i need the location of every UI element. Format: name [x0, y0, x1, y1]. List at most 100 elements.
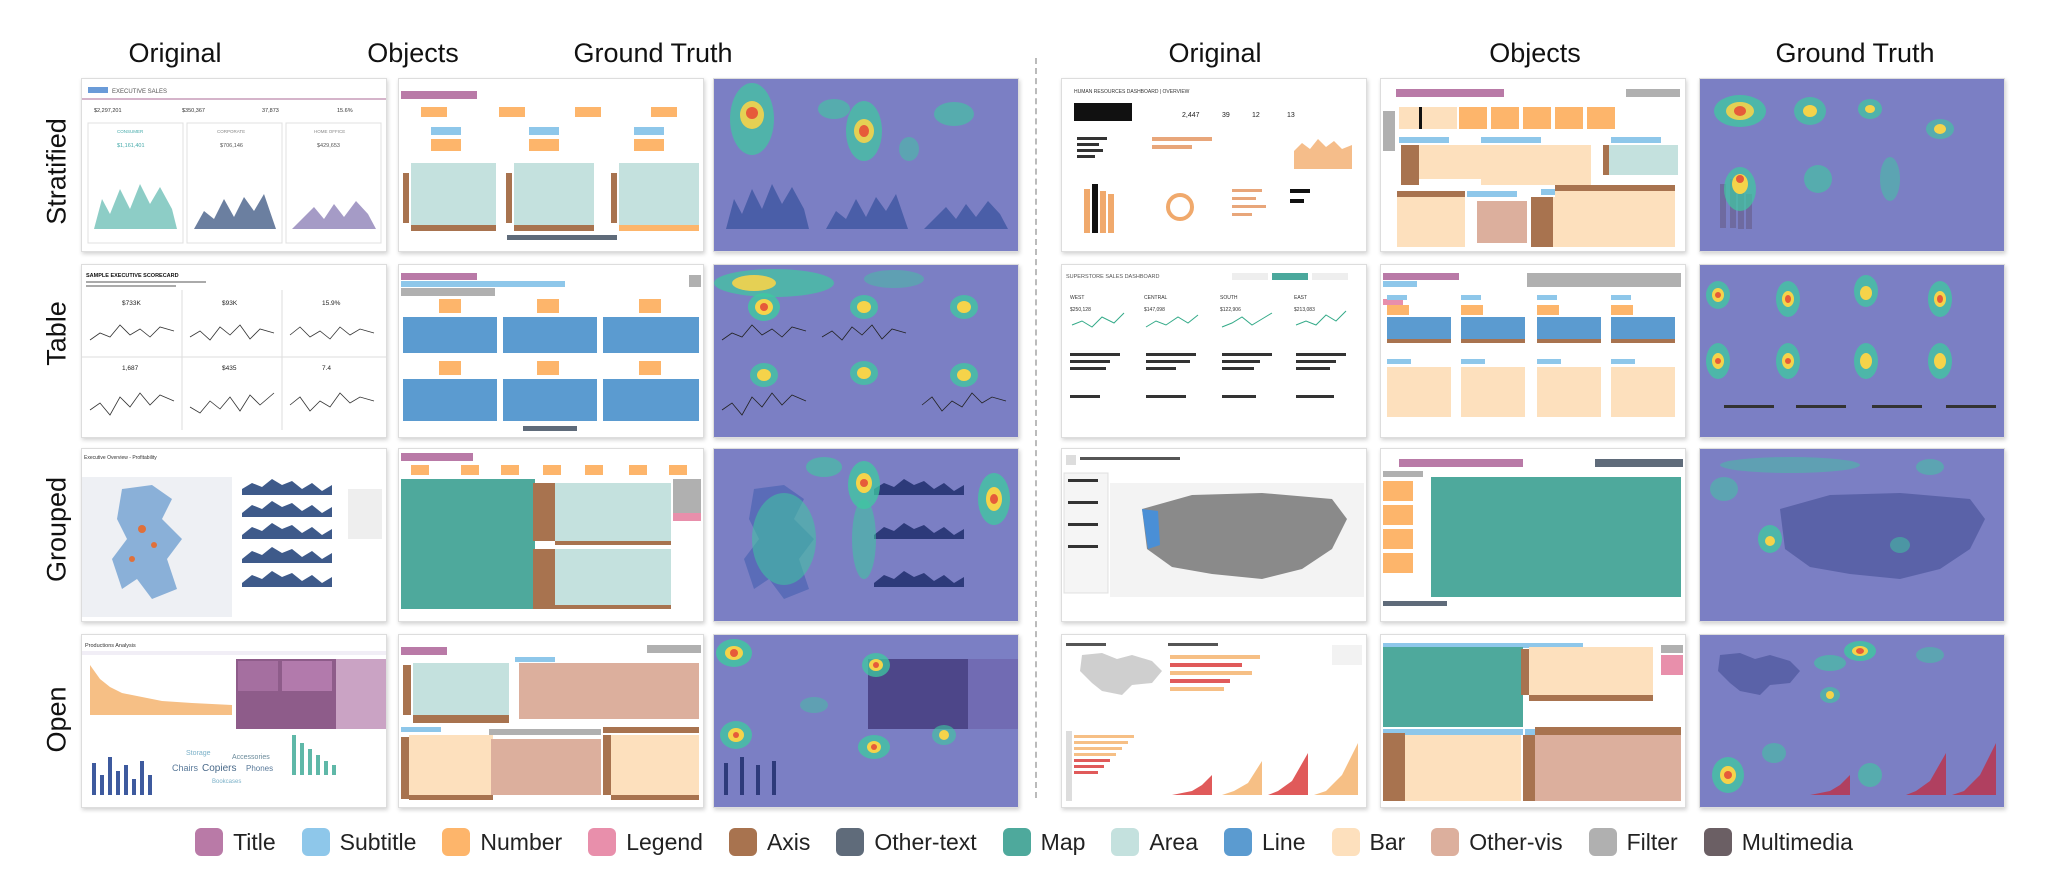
thumb-table-right-objects: [1380, 264, 1686, 438]
svg-text:$435: $435: [222, 365, 237, 372]
svg-text:$122,906: $122,906: [1220, 307, 1241, 313]
svg-text:$213,083: $213,083: [1294, 307, 1315, 313]
svg-text:$147,098: $147,098: [1144, 307, 1165, 313]
svg-text:Productions Analysis: Productions Analysis: [85, 643, 136, 649]
thumb-grouped-left-objects: [398, 448, 704, 622]
thumb-open-left-original: Productions Analysis Storage Accessories…: [81, 634, 387, 808]
legend-label: Subtitle: [339, 828, 417, 855]
svg-text:7.4: 7.4: [322, 365, 331, 372]
svg-text:CORPORATE: CORPORATE: [217, 129, 245, 134]
legend-item-other-text: Other-text: [836, 828, 977, 856]
svg-text:Executive Overview - Profitabi: Executive Overview - Profitability: [84, 455, 157, 461]
column-header-ground-truth-left: Ground Truth: [573, 38, 733, 68]
legend-swatch: [1588, 828, 1617, 856]
thumb-table-right-original: SUPERSTORE SALES DASHBOARD WEST CENTRAL …: [1061, 264, 1367, 438]
thumb-open-right-heatmap: [1699, 634, 2005, 808]
svg-text:CENTRAL: CENTRAL: [1144, 295, 1168, 301]
svg-text:1,687: 1,687: [122, 365, 139, 372]
row-label-grouped: Grouped: [41, 476, 72, 583]
svg-text:HUMAN RESOURCES DASHBOARD | OV: HUMAN RESOURCES DASHBOARD | OVERVIEW: [1074, 89, 1190, 95]
svg-text:$2,297,201: $2,297,201: [94, 108, 122, 114]
row-label-table: Table: [41, 301, 72, 366]
legend-swatch: [1431, 828, 1460, 856]
thumb-open-left-objects: [398, 634, 704, 808]
column-header-original-left: Original: [128, 38, 222, 68]
svg-text:Accessories: Accessories: [232, 754, 270, 761]
legend-label: Number: [480, 828, 563, 855]
legend-item-number: Number: [442, 828, 562, 856]
svg-text:SAMPLE EXECUTIVE SCORECARD: SAMPLE EXECUTIVE SCORECARD: [86, 273, 179, 279]
thumb-table-left-original: SAMPLE EXECUTIVE SCORECARD $733K $93K 15…: [81, 264, 387, 438]
legend-swatch: [1224, 828, 1253, 856]
svg-text:Chairs: Chairs: [172, 763, 199, 773]
legend-label: Other-vis: [1469, 828, 1563, 855]
thumb-grouped-left-heatmap: [713, 448, 1019, 622]
legend-item-other-vis: Other-vis: [1431, 828, 1563, 856]
svg-text:Bookcases: Bookcases: [212, 779, 241, 785]
legend-item-axis: Axis: [728, 828, 811, 856]
legend-item-line: Line: [1224, 828, 1306, 856]
thumb-table-left-objects: [398, 264, 704, 438]
svg-text:CONSUMER: CONSUMER: [117, 129, 144, 134]
row-label-open: Open: [41, 686, 72, 753]
thumb-stratified-right-heatmap: [1699, 78, 2005, 252]
thumb-grouped-right-heatmap: [1699, 448, 2005, 622]
thumb-grouped-right-objects: [1380, 448, 1686, 622]
legend-item-title: Title: [195, 828, 276, 856]
legend-item-filter: Filter: [1588, 828, 1678, 856]
thumb-grouped-right-original: [1061, 448, 1367, 622]
thumb-stratified-right-objects: [1380, 78, 1686, 252]
thumb-table-left-heatmap: [713, 264, 1019, 438]
legend-label: Bar: [1369, 828, 1406, 855]
legend-label: Map: [1040, 828, 1086, 855]
column-header-ground-truth-right: Ground Truth: [1775, 38, 1935, 68]
svg-text:15.9%: 15.9%: [322, 300, 341, 307]
legend-swatch: [301, 828, 330, 856]
svg-text:2,447: 2,447: [1182, 112, 1200, 119]
svg-text:12: 12: [1252, 112, 1260, 119]
column-header-original-right: Original: [1168, 38, 1262, 68]
legend-swatch: [836, 828, 865, 856]
svg-text:EAST: EAST: [1294, 295, 1307, 301]
thumb-stratified-left-objects: [398, 78, 704, 252]
thumb-open-right-original: [1061, 634, 1367, 808]
legend-label: Title: [233, 828, 276, 855]
svg-text:$706,146: $706,146: [220, 143, 243, 149]
legend-swatch: [195, 828, 224, 856]
thumb-grouped-left-original: Executive Overview - Profitability: [81, 448, 387, 622]
column-header-objects-left: Objects: [367, 38, 459, 68]
legend-item-area: Area: [1111, 828, 1198, 856]
legend-swatch: [1331, 828, 1360, 856]
svg-text:Storage: Storage: [186, 750, 211, 757]
legend-swatch: [1111, 828, 1140, 856]
svg-text:$350,367: $350,367: [182, 108, 205, 114]
thumb-stratified-left-original: EXECUTIVE SALES $2,297,201 $350,367 37,8…: [81, 78, 387, 252]
svg-text:WEST: WEST: [1070, 295, 1084, 301]
legend: Title Subtitle Number Legend Axis Other-text M…: [0, 822, 2048, 862]
svg-text:Copiers: Copiers: [202, 763, 236, 774]
legend-label: Other-text: [874, 828, 977, 855]
svg-text:13: 13: [1287, 112, 1295, 119]
legend-label: Area: [1149, 828, 1199, 855]
svg-text:SUPERSTORE SALES DASHBOARD: SUPERSTORE SALES DASHBOARD: [1066, 274, 1159, 280]
legend-item-subtitle: Subtitle: [301, 828, 417, 856]
legend-label: Axis: [766, 828, 811, 855]
section-divider: [1035, 58, 1037, 798]
svg-text:$250,128: $250,128: [1070, 307, 1091, 313]
legend-swatch: [1703, 828, 1732, 856]
legend-label: Filter: [1626, 828, 1678, 855]
thumb-title: EXECUTIVE SALES: [112, 89, 167, 95]
svg-text:SOUTH: SOUTH: [1220, 295, 1238, 301]
row-label-stratified: Stratified: [41, 118, 72, 225]
svg-text:15.6%: 15.6%: [337, 108, 353, 114]
svg-text:$1,161,401: $1,161,401: [117, 143, 145, 149]
column-header-objects-right: Objects: [1489, 38, 1581, 68]
thumb-stratified-left-heatmap: [713, 78, 1019, 252]
legend-item-multimedia: Multimedia: [1703, 828, 1853, 856]
svg-text:39: 39: [1222, 112, 1230, 119]
svg-text:$429,653: $429,653: [317, 143, 340, 149]
legend-swatch: [442, 828, 471, 856]
legend-item-legend: Legend: [588, 828, 703, 856]
legend-item-bar: Bar: [1331, 828, 1406, 856]
legend-swatch: [1002, 828, 1031, 856]
